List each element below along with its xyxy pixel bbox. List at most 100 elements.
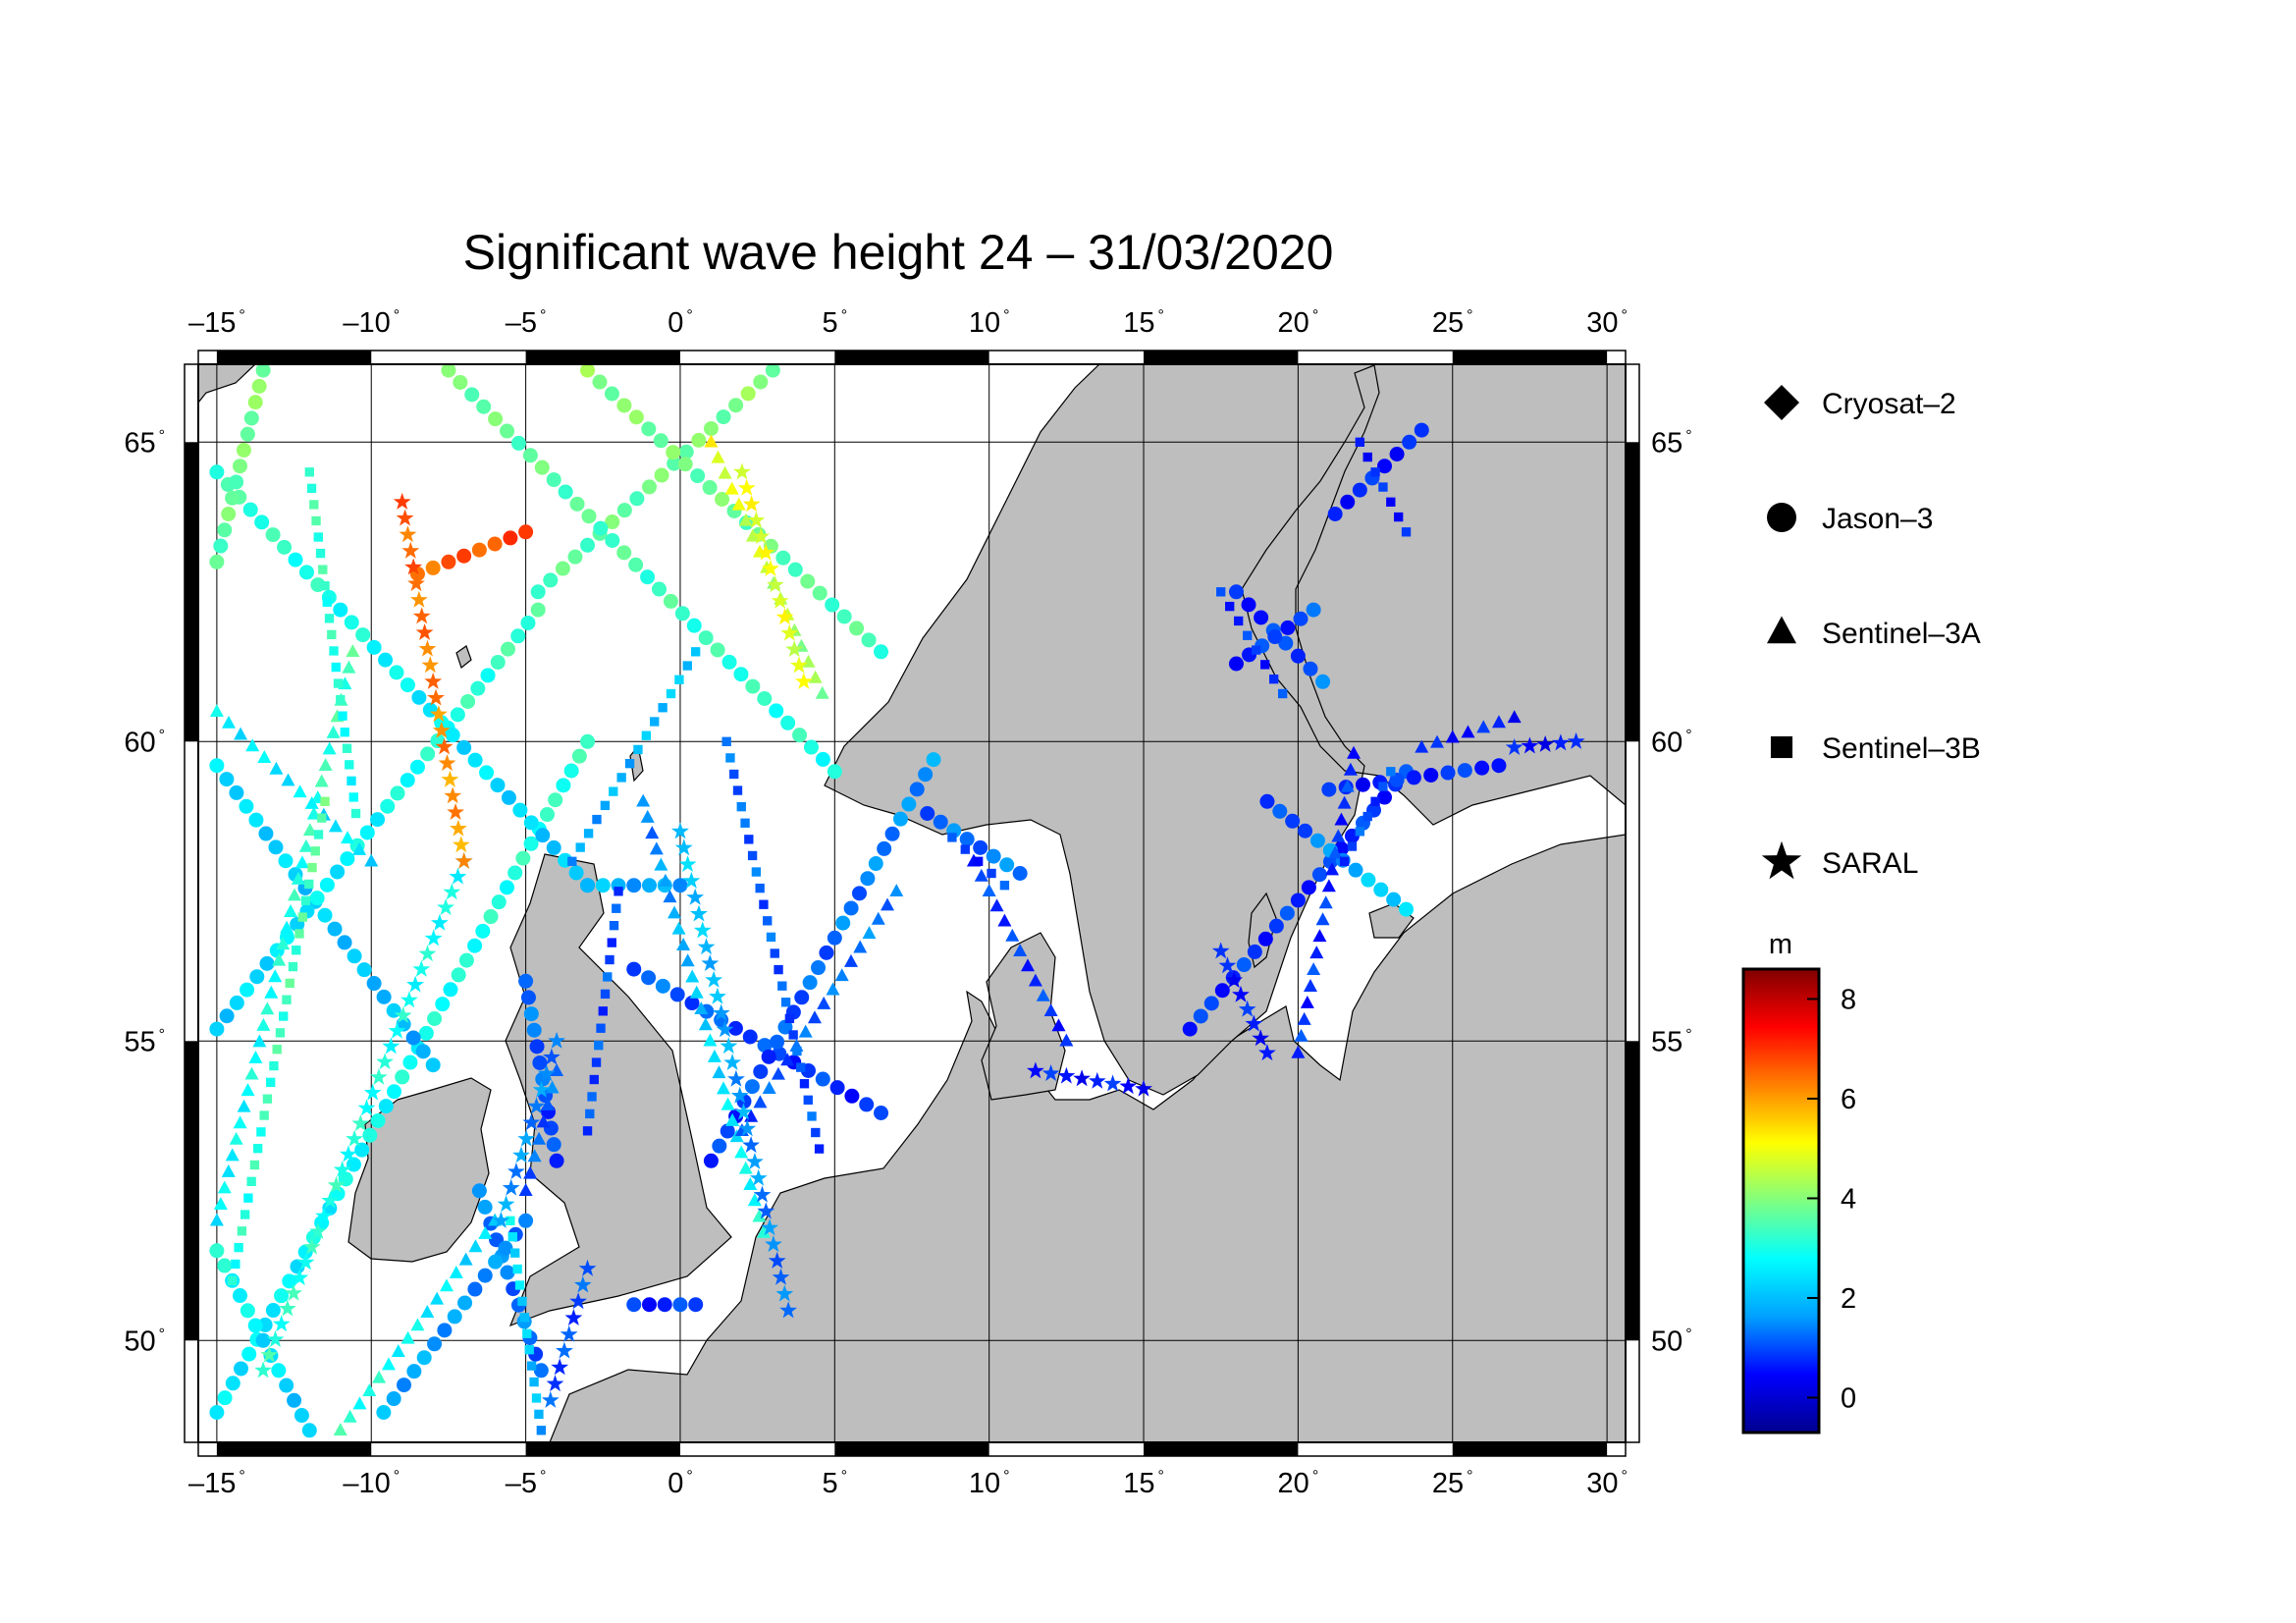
track-point [1567,731,1585,749]
track-point [376,1405,392,1420]
track-point [815,685,829,699]
track-point [536,1114,551,1128]
track-point [598,1006,608,1016]
track-point [285,978,294,989]
track-point [406,1364,422,1380]
track-saral-51 [1211,942,1276,1061]
track-point [705,970,723,988]
track-point [684,996,700,1011]
track-point [573,1275,592,1293]
track-point [529,1039,545,1055]
track-point [770,1034,785,1050]
track-point [209,1021,225,1037]
track-point [746,1153,764,1169]
track-point [1415,739,1429,753]
track-point [720,1123,735,1139]
track-point [825,597,840,613]
frame-bar-left [185,442,198,742]
track-point [366,639,382,655]
track-point [798,1024,813,1038]
track-point [333,602,348,618]
degree-mark: ° [686,1468,692,1485]
track-point [669,987,685,1002]
track-point [575,842,585,852]
track-point [580,878,596,893]
lon-tick-label-top: –15 ° [188,307,245,339]
track-jason-3-10 [518,973,564,1168]
lon-tick-label-top: –5 ° [506,307,547,339]
track-point [227,1275,238,1285]
track-point [438,754,456,772]
track-point [641,421,657,437]
track-point [372,1370,387,1383]
track-point [425,1057,441,1073]
track-point [330,864,346,880]
track-point [420,746,436,762]
track-point [520,990,536,1005]
track-point [257,750,272,763]
track-point [1355,437,1365,447]
track-point [337,935,352,950]
track-point [790,656,808,674]
track-point [468,1239,483,1253]
track-point [452,836,470,853]
track-point [522,1328,532,1338]
track-point [686,888,705,905]
track-point [827,764,842,780]
track-point [320,796,330,806]
track-point [512,802,528,818]
track-sentinel-3b-39 [947,833,1010,891]
track-point [616,503,632,518]
track-sentinel-3b-34 [227,796,330,1285]
track-point [794,990,810,1005]
track-point [467,752,483,768]
track-point [1057,1066,1076,1084]
track-point [356,962,372,978]
frame-bar-top [1144,351,1299,364]
track-point [709,987,726,1004]
track-point [480,668,496,683]
degree-mark: ° [1685,1325,1691,1342]
track-point [248,1051,263,1063]
track-point [394,1006,412,1023]
track-point [800,573,816,589]
track-point [723,1054,742,1070]
track-point [209,464,225,480]
track-point [1325,862,1340,876]
track-point [530,584,546,600]
track-point [282,995,292,1004]
land-iceland [198,364,256,404]
track-point [380,798,396,814]
track-jason-3-15 [626,1297,704,1313]
track-point [319,877,335,893]
track-point [322,597,332,607]
track-point [556,778,571,793]
track-point [753,1185,772,1203]
track-point [279,1378,294,1393]
track-point [1203,996,1219,1011]
track-point [531,1393,542,1403]
track-point [829,1080,845,1096]
track-point [370,1067,388,1085]
track-point [427,688,445,706]
track-point [592,374,608,390]
track-point [450,819,467,837]
frame-bar-top [1452,351,1608,364]
track-point [510,628,526,644]
track-point [424,672,443,689]
track-point [233,1115,247,1129]
track-point [1298,823,1313,839]
track-point [304,879,314,890]
track-point [268,969,283,983]
track-point [691,647,701,657]
track-point [1505,738,1523,755]
track-point [548,792,563,808]
degree-mark: ° [540,1468,546,1485]
track-point [585,1109,595,1119]
lat-tick-label-right: 65 ° [1651,427,1692,459]
track-point [395,1069,410,1085]
track-point [225,1148,240,1162]
track-point [300,895,311,905]
track-point [1225,971,1244,988]
track-point [752,1209,767,1222]
